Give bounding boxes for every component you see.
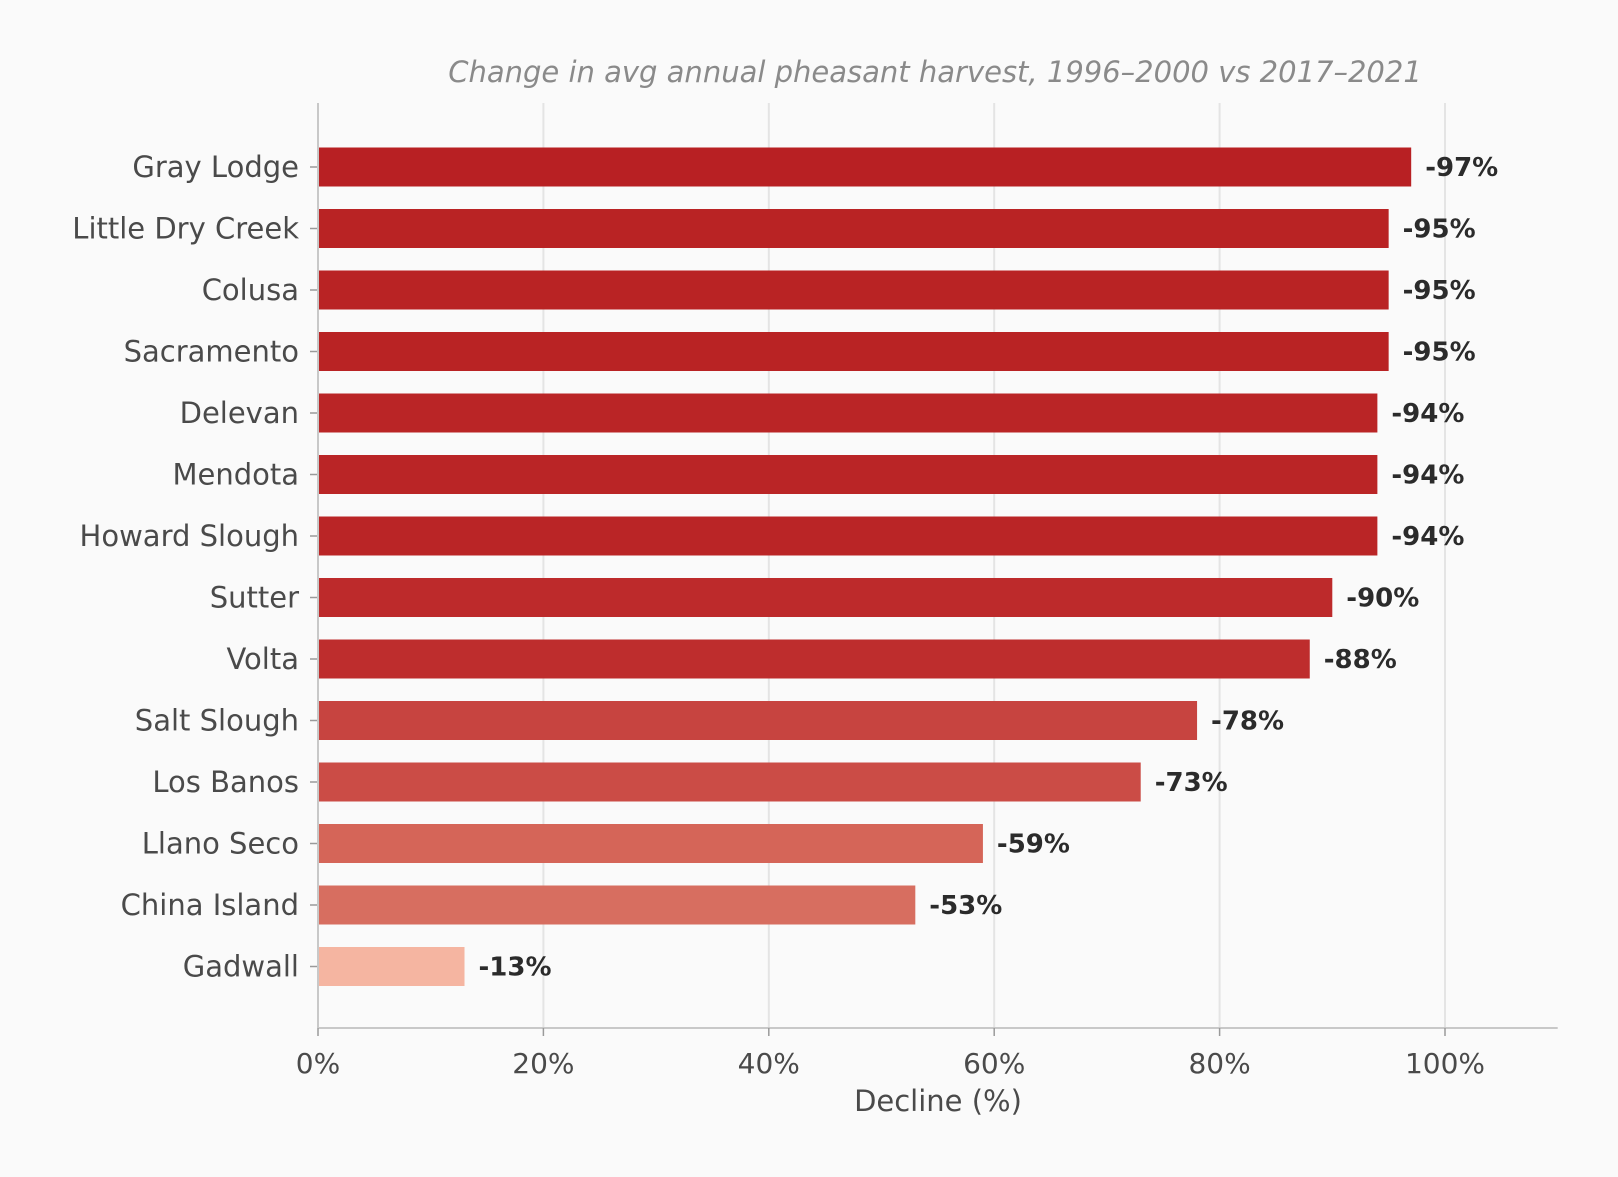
bars: [318, 147, 1412, 986]
value-label-little-dry-creek: -95%: [1403, 215, 1476, 245]
category-label-gadwall: Gadwall: [183, 950, 299, 984]
gridlines: [542, 103, 1446, 1028]
x-axis-label: Decline (%): [854, 1084, 1022, 1118]
category-label-mendota: Mendota: [172, 458, 299, 492]
category-label-little-dry-creek: Little Dry Creek: [72, 212, 299, 246]
bar-sutter: [318, 578, 1333, 617]
category-label-howard-slough: Howard Slough: [80, 519, 299, 553]
value-label-salt-slough: -78%: [1211, 707, 1284, 737]
value-labels: -97% -95% -95% -95% -94% -94% -94% -90% -88% -78%…: [479, 153, 1499, 983]
value-label-sacramento: -95%: [1403, 338, 1476, 368]
bar-llano-seco: [318, 824, 983, 863]
bar-mendota: [318, 455, 1378, 494]
value-label-howard-slough: -94%: [1391, 522, 1464, 552]
category-label-llano-seco: Llano Seco: [142, 827, 299, 861]
x-tick-label-60: 60%: [963, 1047, 1025, 1080]
x-tick-label-100: 100%: [1405, 1047, 1485, 1080]
value-label-china-island: -53%: [929, 891, 1002, 921]
category-label-sutter: Sutter: [210, 581, 299, 615]
bar-salt-slough: [318, 701, 1198, 740]
category-label-gray-lodge: Gray Lodge: [132, 150, 299, 184]
value-label-sutter: -90%: [1346, 584, 1419, 614]
value-label-gadwall: -13%: [479, 953, 552, 983]
value-label-llano-seco: -59%: [997, 830, 1070, 860]
category-labels: Gray Lodge Little Dry Creek Colusa Sacramen…: [72, 150, 299, 984]
bar-china-island: [318, 885, 916, 925]
bar-gray-lodge: [318, 147, 1412, 187]
x-tick-labels: 0% 20% 40% 60% 80% 100%: [296, 1047, 1485, 1080]
x-tick-label-80: 80%: [1188, 1047, 1250, 1080]
value-label-los-banos: -73%: [1155, 768, 1228, 798]
category-label-los-banos: Los Banos: [152, 765, 299, 799]
category-label-china-island: China Island: [121, 888, 299, 922]
bar-los-banos: [318, 762, 1141, 802]
x-tick-label-40: 40%: [738, 1047, 800, 1080]
bar-howard-slough: [318, 516, 1378, 556]
value-label-mendota: -94%: [1391, 461, 1464, 491]
value-label-gray-lodge: -97%: [1425, 153, 1498, 183]
category-label-sacramento: Sacramento: [124, 335, 299, 369]
value-label-delevan: -94%: [1391, 399, 1464, 429]
category-label-volta: Volta: [226, 642, 299, 676]
x-tick-label-20: 20%: [512, 1047, 574, 1080]
category-label-colusa: Colusa: [202, 273, 299, 307]
x-tick-label-0: 0%: [296, 1047, 340, 1080]
value-label-volta: -88%: [1324, 645, 1397, 675]
category-label-delevan: Delevan: [180, 396, 299, 430]
bar-delevan: [318, 393, 1378, 433]
bar-gadwall: [318, 947, 465, 986]
bar-little-dry-creek: [318, 209, 1389, 248]
axes: [310, 103, 1558, 1036]
bar-colusa: [318, 270, 1389, 310]
value-label-colusa: -95%: [1403, 276, 1476, 306]
chart-title: Change in avg annual pheasant harvest, 1…: [448, 55, 1422, 89]
bar-sacramento: [318, 332, 1389, 371]
bar-volta: [318, 639, 1310, 679]
category-label-salt-slough: Salt Slough: [135, 704, 299, 738]
